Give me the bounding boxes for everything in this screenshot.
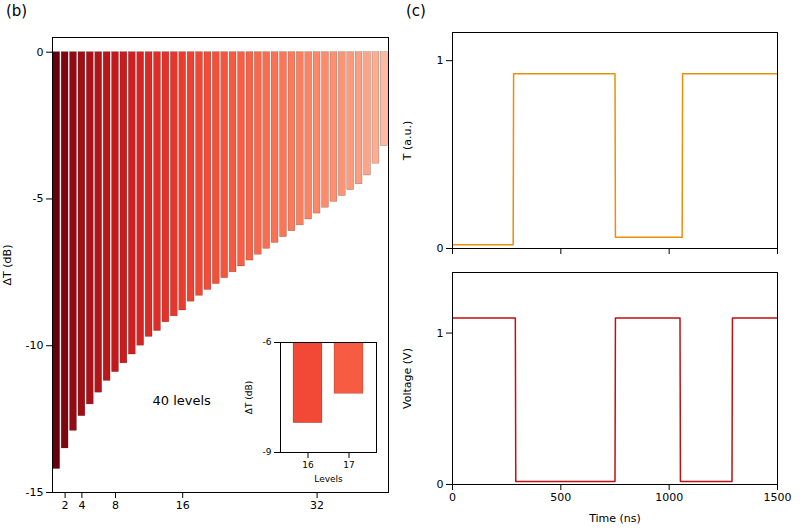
svg-text:Voltage (V): Voltage (V) [401,348,414,409]
svg-text:16: 16 [176,499,190,512]
html-text:(b): (b) [6,2,28,20]
svg-text:8: 8 [112,499,119,512]
svg-text:4: 4 [78,499,85,512]
html-text:(c): (c) [406,2,426,20]
svg-text:-6: -6 [263,337,272,347]
svg-text:-5: -5 [33,192,44,205]
svg-text:0: 0 [37,46,44,59]
svg-text:17: 17 [343,460,354,470]
svg-text:40 levels: 40 levels [153,393,212,408]
svg-text:T (a.u.): T (a.u.) [401,121,414,162]
svg-text:Levels: Levels [314,474,343,484]
svg-text:1: 1 [437,54,444,67]
svg-text:16: 16 [302,460,314,470]
svg-text:1500: 1500 [764,491,792,504]
svg-text:-9: -9 [263,447,272,457]
svg-text:0: 0 [449,491,456,504]
svg-text:0: 0 [437,242,444,255]
svg-text:1000: 1000 [655,491,683,504]
svg-text:ΔT (dB): ΔT (dB) [244,381,254,414]
svg-text:-15: -15 [26,486,44,499]
svg-text:32: 32 [310,499,324,512]
svg-text:Time (ns): Time (ns) [588,512,641,525]
svg-text:1: 1 [437,327,444,340]
svg-text:-10: -10 [26,339,44,352]
svg-text:500: 500 [550,491,571,504]
svg-text:0: 0 [437,478,444,491]
svg-text:ΔT (dB): ΔT (dB) [1,245,14,286]
svg-text:2: 2 [62,499,69,512]
